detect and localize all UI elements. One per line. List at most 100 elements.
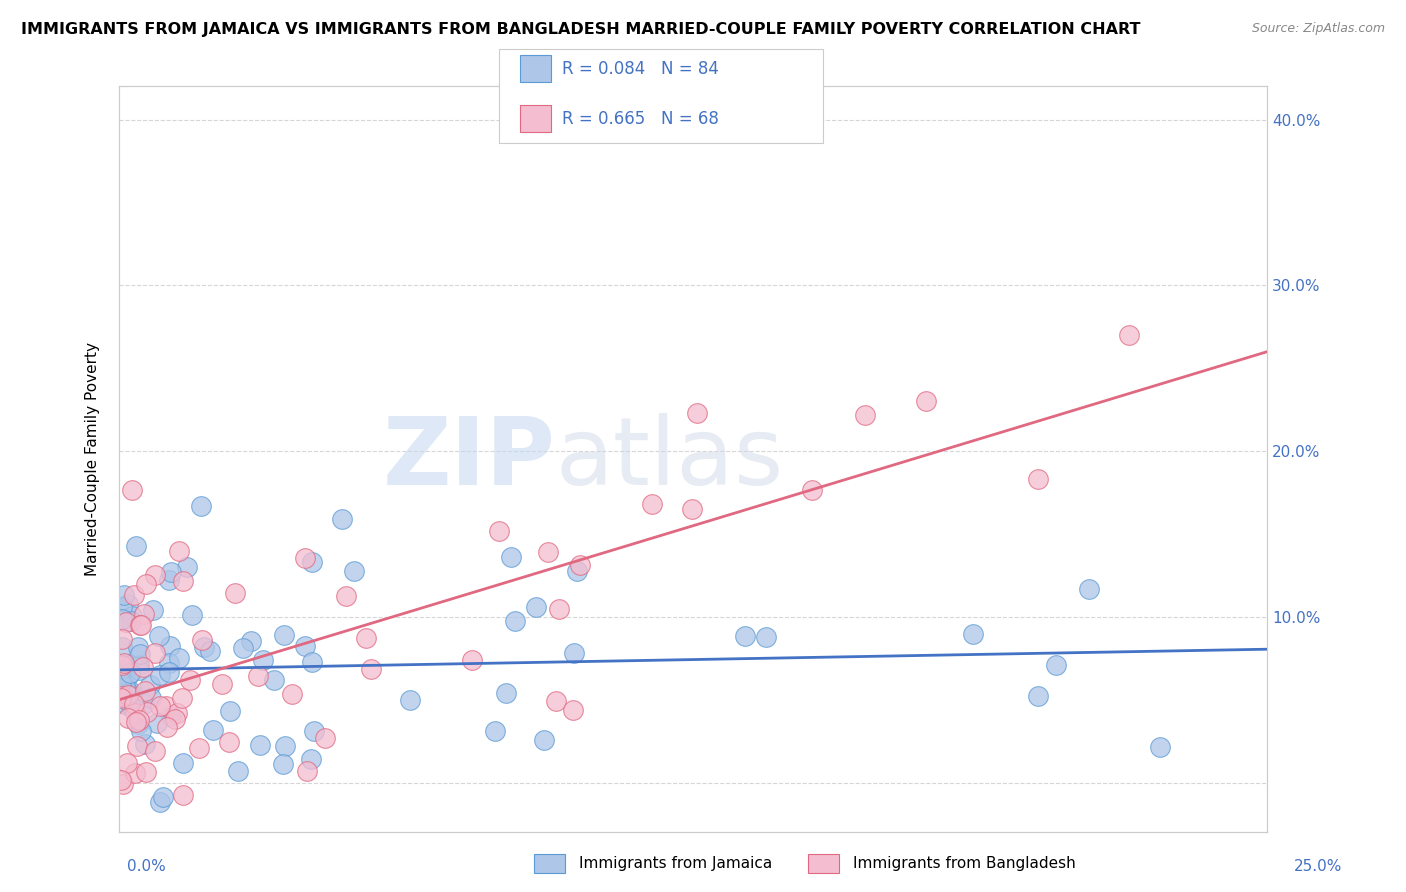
Point <box>111 689 134 703</box>
Point <box>187 740 209 755</box>
Point <box>128 714 150 728</box>
Point <box>484 723 506 738</box>
Point <box>201 723 224 737</box>
Point <box>131 618 153 632</box>
Point <box>122 588 145 602</box>
Point <box>135 706 157 720</box>
Point <box>207 835 229 849</box>
Point <box>240 633 263 648</box>
Text: 0.0%: 0.0% <box>127 859 166 873</box>
Text: Immigrants from Bangladesh: Immigrants from Bangladesh <box>853 856 1076 871</box>
Point <box>302 724 325 739</box>
Point <box>143 647 166 661</box>
Point <box>190 499 212 513</box>
Point <box>853 408 876 422</box>
Point <box>281 687 304 701</box>
Point <box>301 555 323 569</box>
Point <box>149 795 172 809</box>
Point <box>165 712 187 726</box>
Point <box>166 706 188 720</box>
Point <box>354 631 377 645</box>
Point <box>121 483 143 497</box>
Point <box>110 691 132 706</box>
Point <box>294 551 316 566</box>
Point <box>1077 582 1099 596</box>
Point <box>112 656 135 670</box>
Point <box>160 565 183 579</box>
Point <box>111 599 134 614</box>
Point <box>495 686 517 700</box>
Point <box>124 539 146 553</box>
Point <box>125 714 148 729</box>
Text: atlas: atlas <box>555 413 783 506</box>
Point <box>247 669 270 683</box>
Point <box>176 560 198 574</box>
Point <box>110 772 132 787</box>
Point <box>155 699 177 714</box>
Point <box>157 657 180 671</box>
Point <box>274 739 297 753</box>
Point <box>120 665 142 680</box>
Text: Immigrants from Jamaica: Immigrants from Jamaica <box>579 856 772 871</box>
Point <box>193 640 215 654</box>
Point <box>148 668 170 682</box>
Point <box>249 738 271 752</box>
Point <box>120 683 142 698</box>
Text: ZIP: ZIP <box>382 413 555 506</box>
Point <box>110 666 132 681</box>
Point <box>252 653 274 667</box>
Point <box>568 558 591 573</box>
Text: 25.0%: 25.0% <box>1295 859 1343 873</box>
Point <box>226 764 249 778</box>
Point <box>505 614 527 628</box>
Point <box>134 737 156 751</box>
Point <box>129 723 152 738</box>
Point <box>273 628 295 642</box>
Point <box>135 576 157 591</box>
Point <box>546 694 568 708</box>
Point <box>117 669 139 683</box>
Point <box>172 756 194 771</box>
Point <box>198 644 221 658</box>
Point <box>134 697 156 711</box>
Point <box>139 691 162 706</box>
Point <box>167 651 190 665</box>
Point <box>962 627 984 641</box>
Point <box>128 618 150 632</box>
Point <box>159 709 181 723</box>
Point <box>134 684 156 698</box>
Text: R = 0.084   N = 84: R = 0.084 N = 84 <box>562 60 720 78</box>
Point <box>115 615 138 630</box>
Point <box>111 657 134 672</box>
Point <box>343 565 366 579</box>
Point <box>1149 740 1171 755</box>
Point <box>152 790 174 805</box>
Point <box>135 765 157 780</box>
Point <box>681 502 703 516</box>
Point <box>218 734 240 748</box>
Point <box>330 512 353 526</box>
Point <box>1026 473 1049 487</box>
Point <box>180 608 202 623</box>
Point <box>149 698 172 713</box>
Point <box>122 697 145 711</box>
Point <box>224 586 246 600</box>
Point <box>117 688 139 702</box>
Point <box>128 647 150 661</box>
Point <box>127 717 149 731</box>
Point <box>219 704 242 718</box>
Point <box>117 711 139 725</box>
Point <box>131 659 153 673</box>
Point <box>360 662 382 676</box>
Point <box>120 699 142 714</box>
Point <box>801 483 824 497</box>
Text: Source: ZipAtlas.com: Source: ZipAtlas.com <box>1251 22 1385 36</box>
Point <box>111 632 134 646</box>
Point <box>301 655 323 669</box>
Point <box>488 524 510 538</box>
Point <box>127 640 149 654</box>
Point <box>271 756 294 771</box>
Point <box>263 673 285 687</box>
Point <box>124 706 146 720</box>
Point <box>294 639 316 653</box>
